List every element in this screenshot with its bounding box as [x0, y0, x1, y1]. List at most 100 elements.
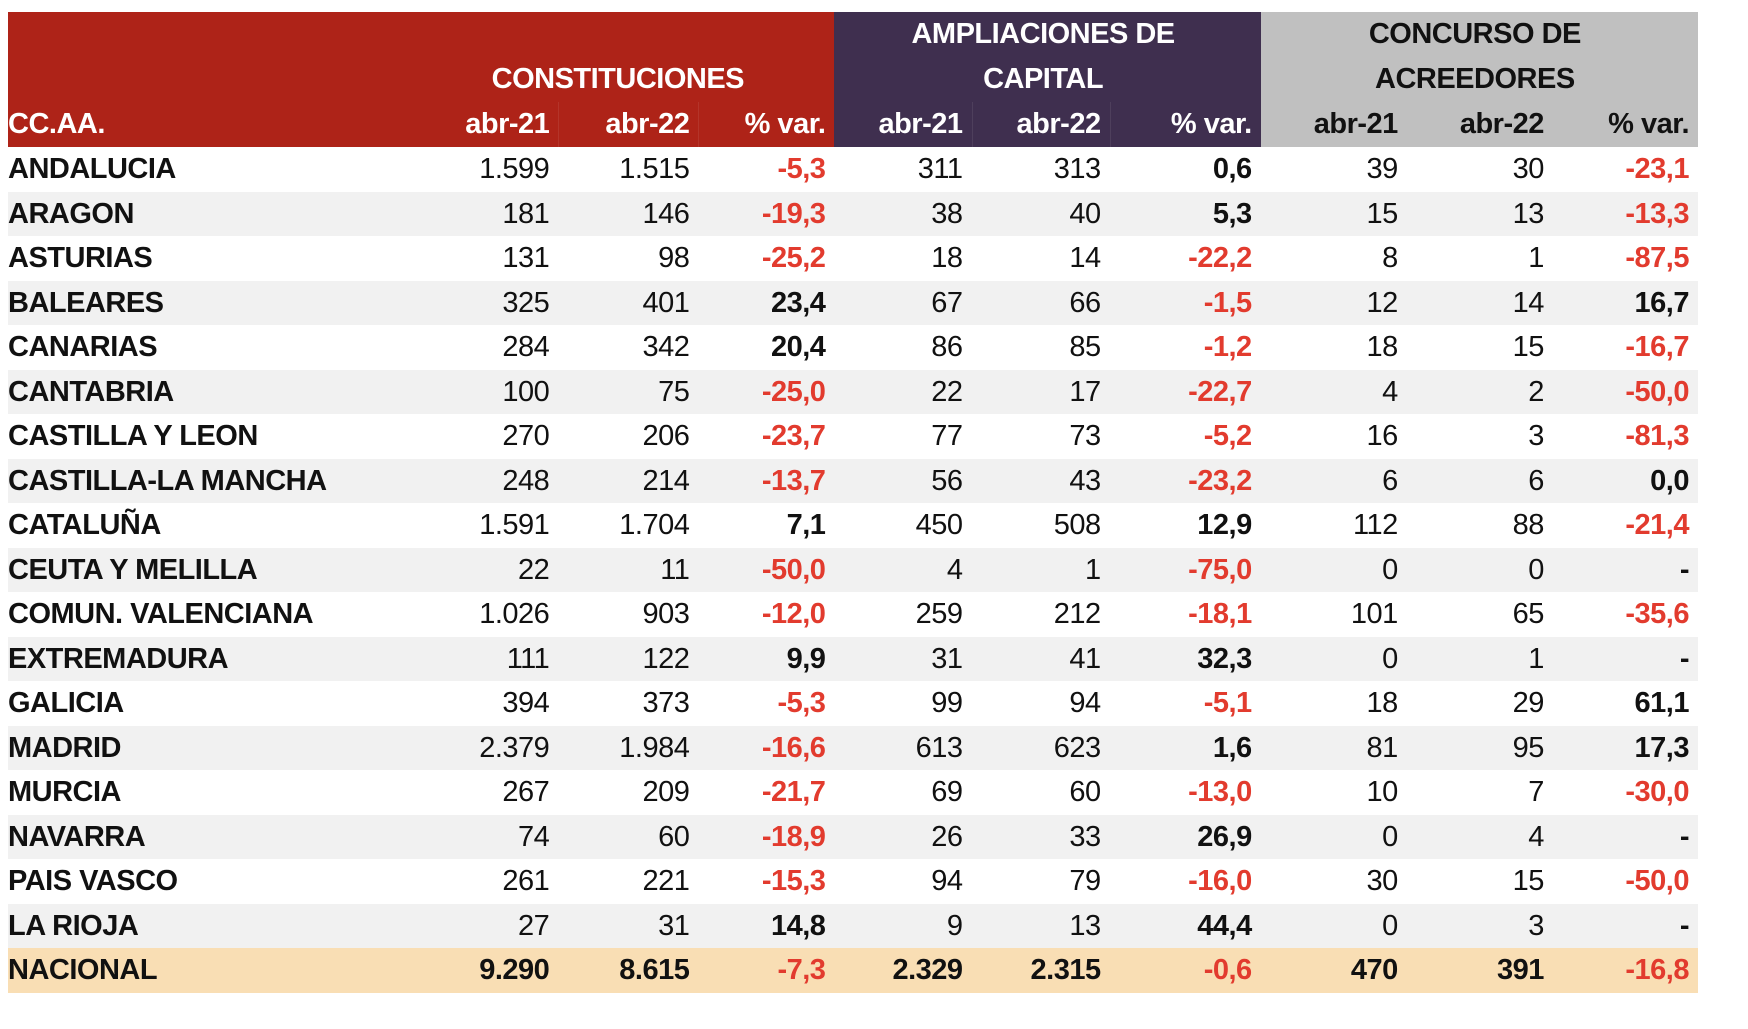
concurso-abr21-cell: 18: [1260, 325, 1407, 370]
constituciones-abr22-cell: 31: [558, 903, 699, 948]
ampliaciones-var-cell: 26,9: [1109, 814, 1261, 859]
constituciones-abr21-cell: 1.591: [410, 503, 559, 548]
table-row: EXTREMADURA 111 122 9,9 31 41 32,3 0 1-: [8, 636, 1698, 681]
concurso-abr22-cell: 4: [1406, 814, 1553, 859]
concurso-abr21-cell: 15: [1260, 191, 1407, 236]
region-name: CEUTA Y MELILLA: [8, 547, 411, 592]
concurso-var-cell: -87,5: [1552, 236, 1698, 281]
concurso-var-cell: 17,3: [1552, 725, 1698, 770]
ampliaciones-abr22-cell: 94: [971, 681, 1110, 726]
ampliaciones-abr22-cell: 33: [971, 814, 1110, 859]
header-row-2: CONSTITUCIONES CAPITAL ACREEDORES: [8, 57, 1698, 102]
region-name: CASTILLA-LA MANCHA: [8, 458, 411, 503]
subcol-header: abr-21: [410, 102, 559, 147]
group-title-ampliaciones-line1: AMPLIACIONES DE: [834, 12, 1261, 57]
ampliaciones-abr22-cell: 13: [971, 903, 1110, 948]
concurso-var-cell: -81,3: [1552, 414, 1698, 459]
subcol-header: % var.: [1552, 102, 1698, 147]
ampliaciones-var-cell: -1,5: [1109, 280, 1261, 325]
constituciones-var-cell: -21,7: [698, 770, 835, 815]
table-row: ANDALUCIA 1.599 1.515 -5,3 311 313 0,6 39 30 -23,…: [8, 147, 1698, 192]
ampliaciones-var-cell: -5,2: [1109, 414, 1261, 459]
ampliaciones-abr22-cell: 41: [971, 636, 1110, 681]
concurso-abr22-cell: 13: [1406, 191, 1553, 236]
constituciones-abr22-cell: 214: [558, 458, 699, 503]
concurso-var-cell: -23,1: [1552, 147, 1698, 192]
concurso-abr22-cell: 7: [1406, 770, 1553, 815]
concurso-abr22-cell: 3: [1406, 903, 1553, 948]
constituciones-var-cell: 14,8: [698, 903, 835, 948]
group-title-concurso-line2: ACREEDORES: [1260, 57, 1698, 102]
table-row: PAIS VASCO 261 221 -15,3 94 79 -16,0 30 15 -50,0: [8, 859, 1698, 904]
concurso-abr21-cell: 4: [1260, 369, 1407, 414]
constituciones-abr21-cell: 325: [410, 280, 559, 325]
region-name: CANARIAS: [8, 325, 411, 370]
ampliaciones-abr21-cell: 31: [834, 636, 972, 681]
region-name: PAIS VASCO: [8, 859, 411, 904]
constituciones-abr22-cell: 98: [558, 236, 699, 281]
concurso-abr22-cell: 15: [1406, 859, 1553, 904]
constituciones-var-cell: -13,7: [698, 458, 835, 503]
concurso-var-cell: -: [1552, 636, 1698, 681]
concurso-abr21-cell: 101: [1260, 592, 1407, 637]
concurso-abr22-cell: 95: [1406, 725, 1553, 770]
ampliaciones-abr21-cell: 9: [834, 903, 972, 948]
ampliaciones-abr22-cell: 14: [971, 236, 1110, 281]
concurso-var-cell: -50,0: [1552, 859, 1698, 904]
concurso-var-cell: 0,0: [1552, 458, 1698, 503]
constituciones-abr22-cell: 11: [558, 547, 699, 592]
ampliaciones-abr22-cell: 623: [971, 725, 1110, 770]
concurso-abr22-cell: 3: [1406, 414, 1553, 459]
ampliaciones-abr22-cell: 60: [971, 770, 1110, 815]
ampliaciones-abr22-cell: 212: [971, 592, 1110, 637]
concurso-var-cell: -35,6: [1552, 592, 1698, 637]
concurso-abr21-cell: 30: [1260, 859, 1407, 904]
concurso-abr21-cell: 81: [1260, 725, 1407, 770]
table-row: ASTURIAS 131 98 -25,2 18 14 -22,2 8 1 -87,5: [8, 236, 1698, 281]
ampliaciones-abr21-cell: 22: [834, 369, 972, 414]
table-row: CATALUÑA 1.591 1.704 7,1 450 508 12,9 112 88 -21,…: [8, 503, 1698, 548]
constituciones-abr22-cell: 342: [558, 325, 699, 370]
region-name: EXTREMADURA: [8, 636, 411, 681]
constituciones-abr21-cell: 74: [410, 814, 559, 859]
constituciones-var-cell: -12,0: [698, 592, 835, 637]
table-row: CEUTA Y MELILLA 22 11 -50,0 4 1 -75,0 0 0-: [8, 547, 1698, 592]
concurso-abr21-cell: 18: [1260, 681, 1407, 726]
constituciones-var-cell: -23,7: [698, 414, 835, 459]
concurso-abr21-cell: 10: [1260, 770, 1407, 815]
concurso-abr22-cell: 65: [1406, 592, 1553, 637]
constituciones-abr22-cell: 60: [558, 814, 699, 859]
ampliaciones-abr21-cell: 38: [834, 191, 972, 236]
ampliaciones-var-cell: 5,3: [1109, 191, 1261, 236]
ampliaciones-var-cell: -22,7: [1109, 369, 1261, 414]
concurso-abr21-cell: 16: [1260, 414, 1407, 459]
group-title-concurso-line1: CONCURSO DE: [1260, 12, 1698, 57]
constituciones-abr21-cell: 111: [410, 636, 559, 681]
ampliaciones-abr21-cell: 2.329: [834, 948, 972, 993]
companies-by-region-table: AMPLIACIONES DE CONCURSO DE CONSTITUCION…: [8, 12, 1698, 993]
header-row-subcols: CC.AA. abr-21 abr-22 % var. abr-21 abr-2…: [8, 102, 1698, 147]
concurso-abr21-cell: 0: [1260, 814, 1407, 859]
table-row: LA RIOJA 27 31 14,8 9 13 44,4 0 3-: [8, 903, 1698, 948]
region-name: CANTABRIA: [8, 369, 411, 414]
ampliaciones-var-cell: 44,4: [1109, 903, 1261, 948]
total-row: NACIONAL 9.290 8.615 -7,3 2.329 2.315 -0,6 470 3…: [8, 948, 1698, 993]
subcol-header: % var.: [698, 102, 835, 147]
ampliaciones-abr21-cell: 56: [834, 458, 972, 503]
ampliaciones-abr21-cell: 26: [834, 814, 972, 859]
table-row: CASTILLA Y LEON 270 206 -23,7 77 73 -5,2 16 3 -81…: [8, 414, 1698, 459]
region-name: COMUN. VALENCIANA: [8, 592, 411, 637]
constituciones-abr21-cell: 181: [410, 191, 559, 236]
constituciones-abr21-cell: 22: [410, 547, 559, 592]
constituciones-abr21-cell: 267: [410, 770, 559, 815]
ampliaciones-abr21-cell: 77: [834, 414, 972, 459]
table-row: ARAGON 181 146 -19,3 38 40 5,3 15 13 -13,3: [8, 191, 1698, 236]
group-title-ampliaciones-line2: CAPITAL: [834, 57, 1261, 102]
region-column-header: CC.AA.: [8, 102, 411, 147]
constituciones-var-cell: 7,1: [698, 503, 835, 548]
ampliaciones-abr22-cell: 73: [971, 414, 1110, 459]
constituciones-abr21-cell: 261: [410, 859, 559, 904]
table-row: BALEARES 325 401 23,4 67 66 -1,5 12 14 16,7: [8, 280, 1698, 325]
constituciones-var-cell: -19,3: [698, 191, 835, 236]
group-title-constituciones-line1: [410, 12, 835, 57]
